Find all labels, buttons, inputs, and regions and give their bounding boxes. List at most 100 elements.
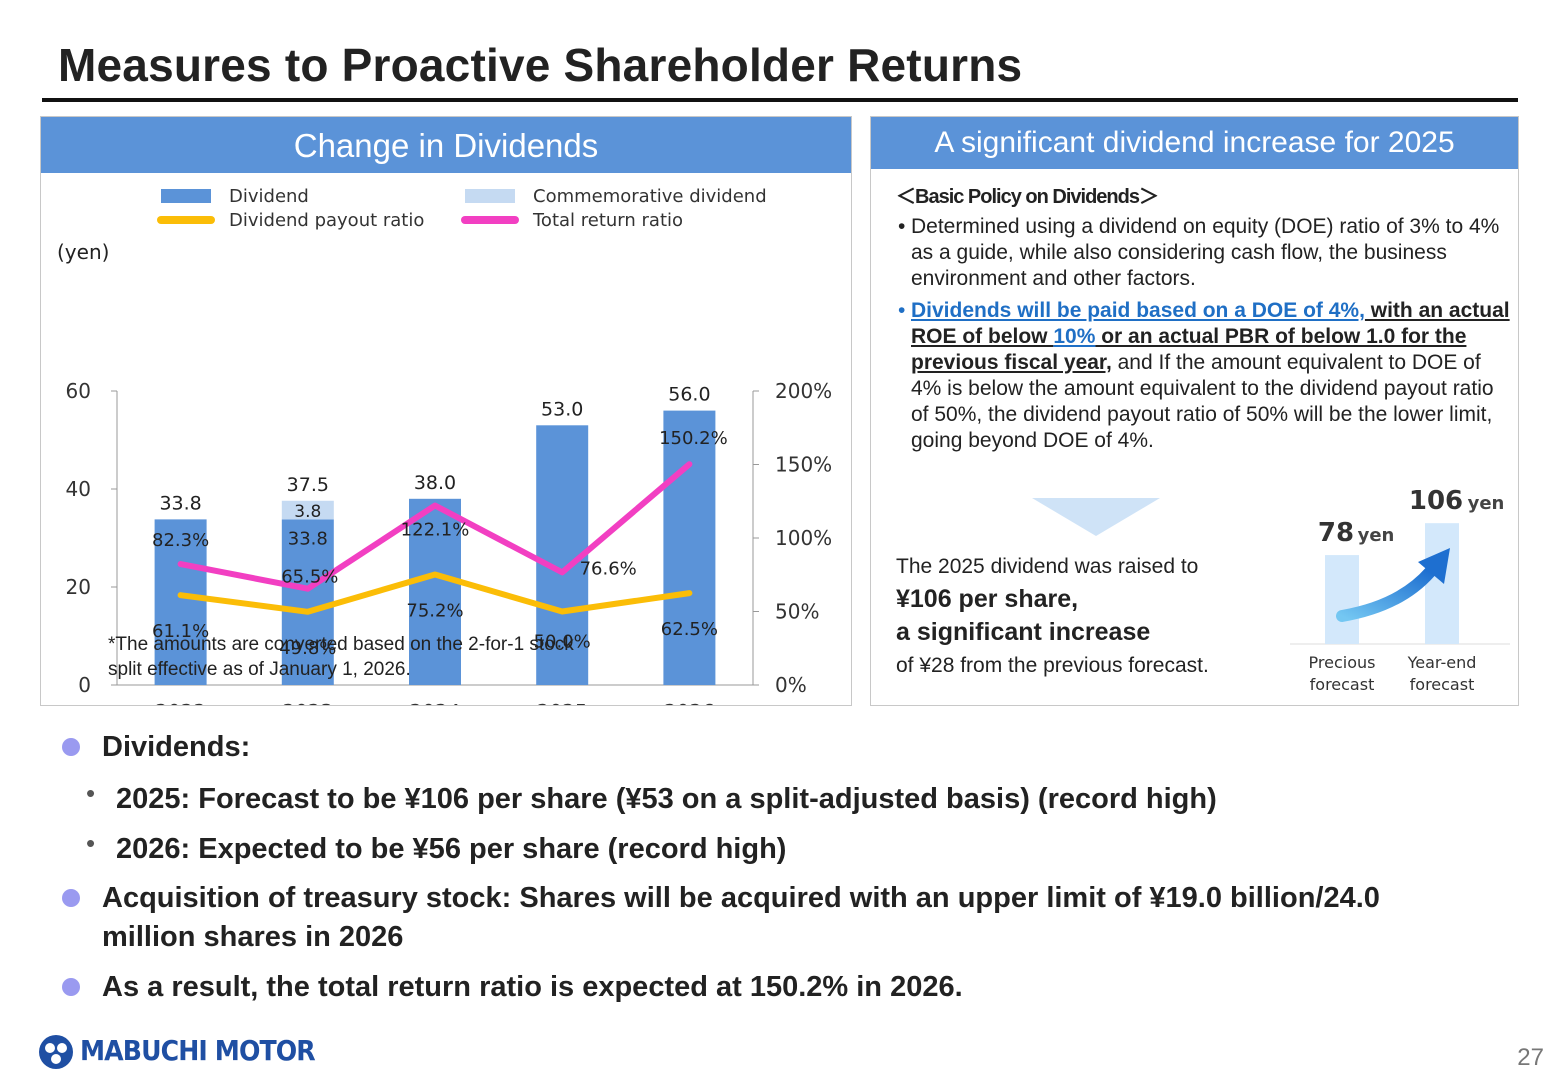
forecast-value-label: 106 [1409, 486, 1463, 516]
payout-ratio-label: 49.8% [279, 638, 336, 659]
dividend-bar [154, 519, 207, 685]
y2-tick-label: 200% [775, 379, 832, 403]
legend-label: Dividend [229, 186, 309, 207]
payout-ratio-label: 50.0% [534, 632, 591, 653]
title-divider [42, 98, 1518, 102]
pbr-condition: or an actual PBR of below 1.0 for the pr… [911, 325, 1467, 374]
payout-ratio-line [177, 571, 693, 615]
total-return-label: 76.6% [580, 558, 637, 579]
policy-bullet-1: • Determined using a dividend on equity … [898, 214, 1510, 292]
forecast-category-label: forecast [1310, 675, 1375, 694]
payout-ratio-label: 61.1% [152, 621, 209, 642]
bar-total-label: 53.0 [541, 398, 583, 420]
dividend-chart-panel: Change in Dividends Dividend Commemorativ… [40, 116, 852, 706]
bullet-circle [62, 889, 80, 907]
chart-panel-header: Change in Dividends [41, 117, 851, 173]
legend-label: Total return ratio [532, 210, 683, 231]
x-tick-label: 2023 [282, 700, 333, 705]
chart-footnote-line-1: *The amounts are converted based on the … [108, 634, 574, 655]
dividend-bar [663, 410, 716, 685]
logo-mark-icon [39, 1035, 73, 1069]
legend-swatch [465, 189, 515, 203]
forecast-category-label: Year-end [1407, 653, 1477, 672]
payout-ratio-label: 75.2% [406, 600, 463, 621]
page-title: Measures to Proactive Shareholder Return… [58, 39, 1023, 91]
forecast-category-label: Precious [1309, 653, 1376, 672]
sub-bullet-dot: • [86, 778, 96, 808]
raise-line-4: of ¥28 from the previous forecast. [896, 654, 1209, 677]
bullet-treasury-line-2: million shares in 2026 [102, 921, 404, 953]
y-tick-label: 20 [66, 575, 91, 599]
raise-amount: ¥106 per share, [896, 585, 1079, 613]
commemorative-bar [281, 500, 334, 520]
y2-tick-label: 0% [775, 673, 807, 697]
sub-bullet-2026: 2026: Expected to be ¥56 per share (reco… [116, 833, 787, 865]
chart-footnote-line-2: split effective as of January 1, 2026. [108, 659, 411, 680]
roe-condition: with an actual ROE of below [911, 299, 1510, 348]
x-tick-label: 2026 [664, 700, 715, 705]
bar-total-label: 37.5 [287, 474, 329, 496]
y2-tick-label: 150% [775, 453, 832, 477]
commemorative-value-label: 3.8 [294, 502, 321, 522]
bullet-circle [62, 738, 80, 756]
legend-swatch [161, 189, 211, 203]
sub-bullet-2025: 2025: Forecast to be ¥106 per share (¥53… [116, 783, 1217, 815]
bullet-circle [62, 978, 80, 996]
legend-label: Commemorative dividend [533, 186, 767, 207]
chart-footnote: *The amounts are converted based on the … [108, 632, 574, 682]
total-return-label: 150.2% [659, 428, 728, 449]
increase-arrow-head-icon [1418, 548, 1450, 584]
x-tick-label: 2025 [537, 700, 588, 705]
y-tick-label: 40 [66, 477, 91, 501]
payout-ratio-label: 62.5% [661, 619, 718, 640]
policy-title: ＜Basic Policy on Dividends＞ [896, 186, 1159, 208]
x-tick-label: 2024 [410, 700, 461, 705]
policy-bullet-2-text: Dividends will be paid based on a DOE of… [911, 298, 1510, 454]
forecast-bar [1425, 523, 1459, 644]
total-return-label: 122.1% [401, 520, 470, 541]
forecast-bar [1325, 555, 1359, 644]
forecast-value-label: 78 [1318, 518, 1354, 548]
bullet-dot: • [898, 215, 906, 238]
bar-total-label: 33.8 [159, 492, 201, 514]
dividend-chart: Dividend Commemorative dividend Dividend p… [57, 186, 832, 705]
x-tick-label: 2022 [155, 700, 206, 705]
policy-panel-header: A significant dividend increase for 2025 [871, 117, 1518, 169]
total-return-label: 82.3% [152, 530, 209, 551]
dividend-bar [281, 519, 334, 685]
policy-bullet-2: • Dividends will be paid based on a DOE … [898, 298, 1510, 454]
legend-label: Dividend payout ratio [229, 210, 424, 231]
bar-total-label: 38.0 [414, 472, 456, 494]
bullet-total-return: As a result, the total return ratio is e… [102, 971, 963, 1003]
raise-summary: The 2025 dividend was raised to ¥106 per… [896, 550, 1209, 682]
down-arrow-icon [1032, 498, 1160, 536]
y2-tick-label: 100% [775, 526, 832, 550]
page-number: 27 [1517, 1044, 1544, 1071]
y2-tick-label: 50% [775, 600, 819, 624]
policy-bullet-1-text: Determined using a dividend on equity (D… [911, 215, 1500, 290]
bullet-dividends: Dividends: [102, 731, 251, 763]
y-tick-label: 0 [78, 673, 91, 697]
dividend-policy-panel: A significant dividend increase for 2025 [870, 116, 1519, 706]
total-return-line [177, 461, 693, 592]
logo-text: MABUCHI MOTOR [80, 1034, 316, 1067]
bullet-dot: • [898, 299, 906, 322]
lower-limit-text: and If the amount equivalent to DOE of 4… [911, 351, 1494, 452]
forecast-unit-label: yen [1358, 525, 1395, 546]
roe-threshold: 10% [1053, 325, 1096, 348]
total-return-label: 65.5% [281, 567, 338, 588]
y-tick-label: 60 [66, 379, 91, 403]
doe-highlight: Dividends will be paid based on a DOE of… [911, 299, 1365, 322]
forecast-category-label: forecast [1410, 675, 1475, 694]
dividend-bar [409, 498, 461, 685]
sub-bullet-dot: • [86, 828, 96, 858]
dividend-value-label: 33.8 [288, 528, 328, 549]
increase-arrow-icon [1336, 566, 1436, 622]
bar-total-label: 56.0 [668, 384, 710, 406]
raise-line-1: The 2025 dividend was raised to [896, 555, 1199, 578]
y-axis-label: (yen) [57, 240, 109, 264]
bullet-treasury-line-1: Acquisition of treasury stock: Shares wi… [102, 882, 1380, 914]
forecast-unit-label: yen [1468, 493, 1505, 514]
raise-description: a significant increase [896, 618, 1151, 646]
